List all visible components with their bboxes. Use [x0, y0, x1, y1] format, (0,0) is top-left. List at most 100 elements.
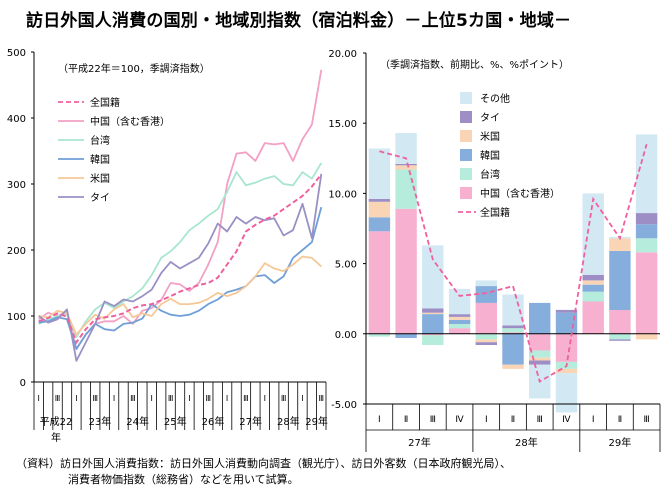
right-quarter-label: Ⅳ	[455, 415, 464, 425]
right-bar-segment	[422, 245, 444, 309]
right-bar-segment	[475, 342, 497, 345]
left-y-tick-label: 200	[7, 246, 26, 257]
right-y-tick-label: 5.00	[335, 260, 357, 271]
right-bar-segment	[395, 208, 417, 334]
right-legend-label: 中国（含む香港）	[480, 187, 560, 200]
right-bar-segment	[448, 328, 471, 334]
left-y-tick-label: 400	[7, 114, 26, 125]
right-legend-label: タイ	[480, 112, 500, 124]
left-quarter-label: Ⅲ	[130, 394, 136, 403]
right-quarter-label: Ⅲ	[644, 415, 650, 425]
right-bar-segment	[582, 284, 604, 292]
left-quarter-label: Ⅲ	[319, 394, 325, 403]
right-bar-segment	[368, 333, 391, 337]
left-quarter-label: Ⅰ	[264, 394, 266, 403]
left-year-label: 25年	[164, 415, 187, 428]
left-series-line	[38, 173, 323, 362]
right-bar-segment	[635, 252, 658, 334]
right-bar-segment	[582, 301, 604, 334]
right-chart-subtitle: （季調済指数、前期比、%、%ポイント）	[380, 58, 569, 71]
footnote: （資料）訪日外国人消費指数：訪日外国人消費動向調査（観光庁）、訪日外客数（日本政…	[16, 456, 511, 488]
left-year-label: 29年	[305, 415, 328, 428]
right-bar-segment	[529, 360, 551, 365]
left-series-line	[38, 162, 323, 339]
left-y-tick-label: 500	[7, 48, 26, 59]
right-legend-swatch	[460, 149, 472, 161]
right-bar-segment	[422, 314, 444, 334]
right-legend-swatch	[460, 111, 472, 123]
right-bar-segment	[448, 314, 471, 317]
right-bar-segment	[502, 328, 524, 333]
right-bar-segment	[635, 213, 658, 225]
left-year-label: 23年	[89, 415, 112, 428]
left-y-tick-label: 0	[20, 378, 26, 389]
right-bar-segment	[529, 357, 551, 361]
right-bar-segment	[529, 302, 551, 334]
right-bar-segment	[555, 333, 578, 362]
left-year-label: 年	[51, 431, 61, 444]
left-series-line	[38, 255, 322, 336]
left-series-line-top	[38, 173, 323, 345]
left-year-label: 24年	[126, 415, 149, 428]
right-bar-segment	[395, 165, 417, 170]
left-series-line	[38, 206, 323, 350]
right-bar-segment	[502, 325, 524, 329]
right-bar-segment	[635, 224, 658, 239]
right-y-tick-label: -5.00	[331, 400, 357, 411]
left-quarter-label: Ⅰ	[75, 394, 77, 403]
right-bar-segment	[502, 332, 524, 334]
right-bar-segment	[555, 312, 578, 334]
left-legend-label: 中国（含む香港）	[90, 115, 170, 128]
right-legend-label: 全国籍	[480, 206, 510, 219]
right-bar-segment	[448, 324, 471, 329]
right-bar-segment	[609, 333, 631, 340]
right-y-tick-label: 10.00	[328, 189, 357, 200]
footnote-line-1: （資料）訪日外国人消費指数：訪日外国人消費動向調査（観光庁）、訪日外客数（日本政…	[16, 457, 511, 470]
right-quarter-label: Ⅱ	[404, 415, 408, 425]
left-quarter-label: Ⅰ	[113, 394, 115, 403]
left-quarter-label: Ⅲ	[206, 394, 212, 403]
left-year-label: 28年	[277, 415, 300, 428]
right-bar-segment	[635, 333, 658, 340]
right-bar-segment	[502, 364, 524, 369]
right-y-tick-label: 0.00	[335, 330, 357, 341]
right-bar-segment	[475, 339, 497, 343]
right-quarter-label: Ⅰ	[592, 415, 595, 425]
left-legend-label: 米国	[90, 172, 110, 185]
right-quarter-label: Ⅱ	[618, 415, 622, 425]
right-quarter-label: Ⅲ	[430, 415, 436, 425]
left-quarter-label: Ⅰ	[226, 394, 228, 403]
right-bar-segment	[635, 134, 658, 213]
right-quarter-label: Ⅳ	[562, 415, 571, 425]
right-quarter-label: Ⅰ	[378, 415, 381, 425]
right-bar-segment	[582, 291, 604, 302]
left-quarter-label: Ⅰ	[188, 394, 190, 403]
right-year-label: 28年	[515, 436, 538, 449]
left-legend-label: 韓国	[90, 154, 110, 166]
left-quarter-label: Ⅰ	[38, 394, 40, 403]
left-series-line	[38, 69, 323, 350]
right-total-line	[379, 144, 648, 383]
right-legend-swatch	[460, 168, 472, 180]
right-y-tick-label: 20.00	[328, 49, 357, 60]
right-bar-segment	[582, 193, 604, 275]
left-y-tick-label: 100	[7, 312, 26, 323]
right-bar-segment	[609, 339, 631, 341]
left-legend-label: タイ	[90, 192, 110, 204]
right-legend-swatch	[460, 187, 472, 199]
right-bar-segment	[368, 231, 391, 334]
right-bar-segment	[448, 317, 471, 320]
right-bar-segment	[395, 333, 417, 338]
right-quarter-label: Ⅲ	[537, 415, 543, 425]
left-quarter-label: Ⅲ	[92, 394, 98, 403]
left-year-label: 26年	[202, 415, 225, 428]
right-bar-segment	[529, 350, 551, 358]
left-quarter-label: Ⅲ	[281, 394, 287, 403]
right-bar-segment	[475, 280, 497, 286]
right-bar-segment	[529, 333, 551, 351]
right-year-label: 29年	[609, 436, 632, 449]
page-title: 訪日外国人消費の国別・地域別指数（宿泊料金）－上位5カ国・地域－	[26, 11, 572, 31]
right-quarter-label: Ⅰ	[485, 415, 488, 425]
right-bar-segment	[475, 302, 497, 334]
